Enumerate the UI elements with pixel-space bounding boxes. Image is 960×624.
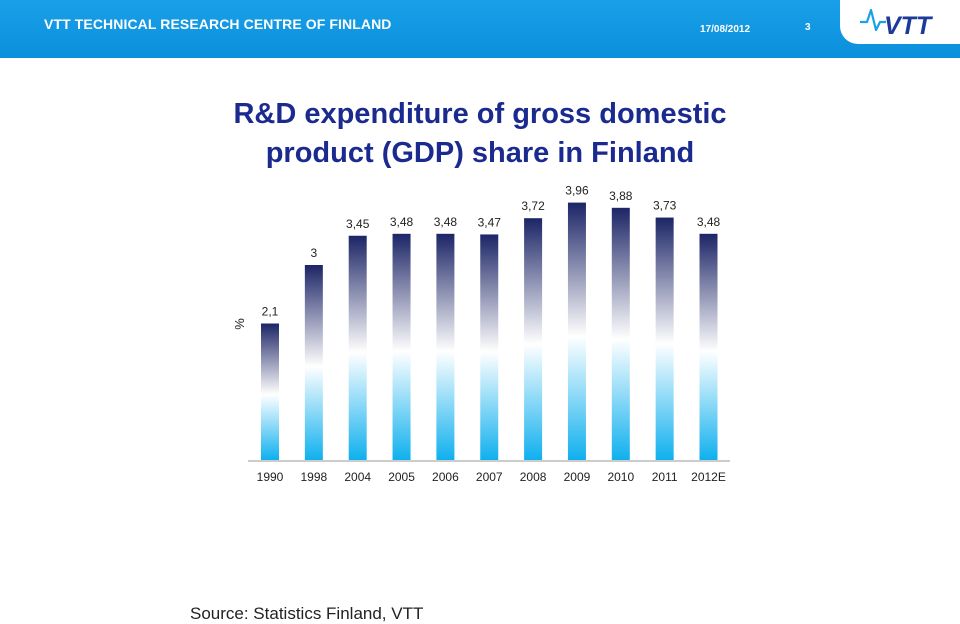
x-tick-label-2006: 2006: [432, 470, 459, 484]
x-tick-label-2011: 2011: [652, 470, 678, 484]
bar-2006: [436, 233, 455, 460]
data-label-1990: 2,1: [262, 305, 279, 319]
data-label-2004: 3,45: [346, 217, 370, 231]
data-label-2010: 3,88: [609, 189, 633, 203]
source-note: Source: Statistics Finland, VTT: [190, 604, 424, 623]
bar-1990: [261, 323, 279, 460]
data-label-2008: 3,72: [521, 199, 545, 213]
vtt-logo: VTT: [840, 0, 960, 44]
x-tick-label-2012E: 2012E: [691, 470, 726, 484]
slide-title-line-2: product (GDP) share in Finland: [265, 137, 695, 169]
x-tick-label-2007: 2007: [476, 470, 503, 484]
bar-2005: [392, 233, 411, 460]
vtt-logo-icon: VTT: [860, 8, 934, 40]
bar-2007: [480, 234, 499, 460]
bar-1998: [304, 265, 323, 460]
bar-2004: [348, 235, 367, 460]
slide-date: 17/08/2012: [700, 24, 751, 35]
logo-text: VTT: [884, 12, 934, 40]
data-label-2012E: 3,48: [697, 215, 721, 229]
bar-2012E: [699, 233, 718, 460]
x-tick-label-2004: 2004: [344, 470, 371, 484]
slide-title: R&D expenditure of gross domestic produc…: [0, 95, 960, 173]
organization-name: VTT TECHNICAL RESEARCH CENTRE OF FINLAND: [44, 16, 392, 32]
bar-series: 2,1 1990 3 1998 3,45 2004 3,48 2005 3,48 2006 3,47…: [257, 184, 726, 484]
header-bar: VTT TECHNICAL RESEARCH CENTRE OF FINLAND…: [0, 0, 960, 58]
data-label-2011: 3,73: [653, 199, 677, 213]
bar-2008: [524, 218, 543, 460]
x-tick-label-2010: 2010: [607, 470, 634, 484]
x-tick-label-2009: 2009: [564, 470, 591, 484]
x-tick-label-2005: 2005: [388, 470, 415, 484]
x-tick-label-1998: 1998: [300, 470, 327, 484]
data-label-2007: 3,47: [478, 215, 502, 229]
x-tick-label-1990: 1990: [257, 470, 284, 484]
slide-title-line-1: R&D expenditure of gross domestic: [233, 98, 727, 130]
data-label-2006: 3,48: [434, 215, 458, 229]
data-label-2009: 3,96: [565, 184, 589, 198]
y-axis-label: %: [232, 318, 247, 330]
bar-2011: [655, 217, 674, 460]
x-tick-label-2008: 2008: [520, 470, 547, 484]
bar-2009: [567, 202, 586, 460]
bar-2010: [611, 207, 630, 460]
data-label-2005: 3,48: [390, 215, 414, 229]
data-label-1998: 3: [311, 246, 318, 260]
page-number: 3: [805, 22, 811, 33]
